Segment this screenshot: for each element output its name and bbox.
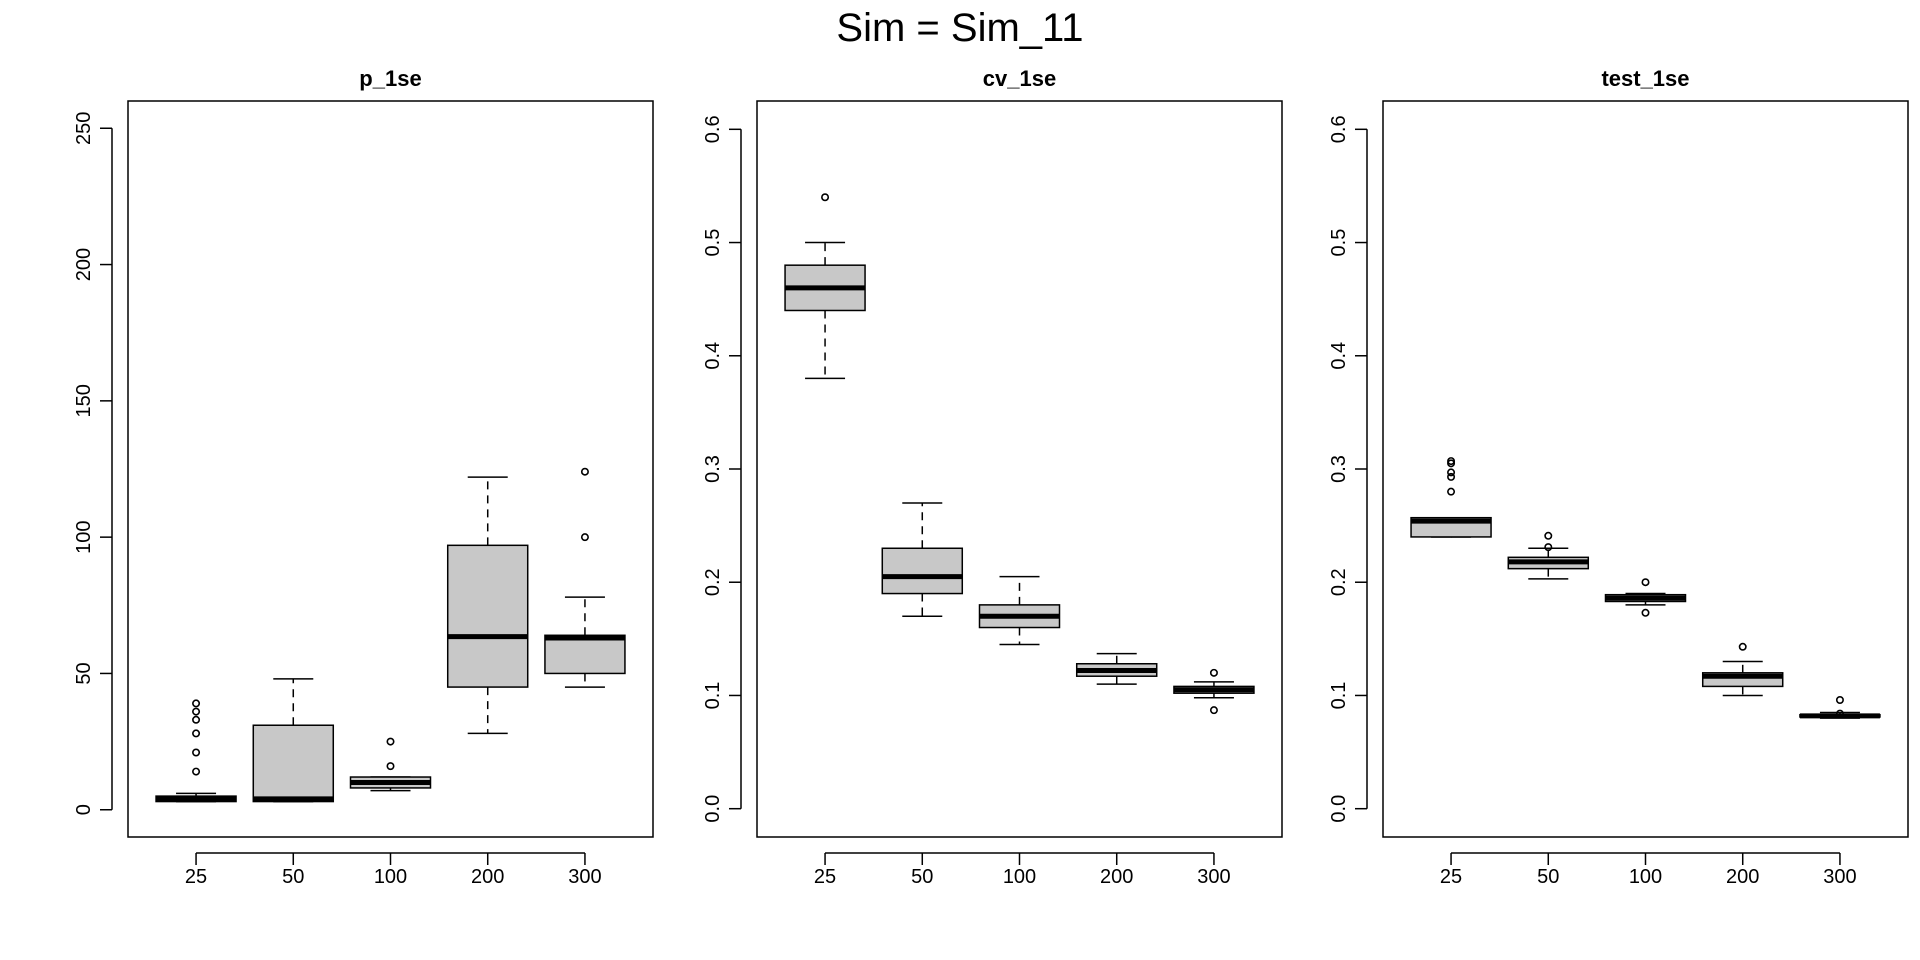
outlier-point [386,762,395,771]
y-tick-label: 0.4 [1328,342,1350,370]
y-tick-label: 0.3 [1328,455,1350,483]
x-tick-label: 200 [471,866,504,888]
panel-test-1se: test_1se 0.0 0.1 0.2 0.3 0.4 0.5 0.6 25 50 100 200 3… [1328,66,1909,888]
x-tick-label: 50 [282,866,304,888]
outlier-point [1209,706,1218,715]
y-tick-label: 0.0 [1328,795,1350,823]
x-tick-label: 200 [1100,866,1133,888]
y-tick-label: 150 [73,384,95,417]
y-tick-label: 200 [73,248,95,281]
x-tick-label: 50 [911,866,933,888]
outlier-point [1544,531,1553,540]
box-iqr [881,547,964,595]
outlier-point [1738,642,1747,651]
plot-frame [127,100,654,838]
x-tick-label: 100 [1629,866,1662,888]
outlier-point [1447,472,1456,481]
y-tick-label: 250 [73,112,95,145]
x-tick-label: 300 [1823,866,1856,888]
outlier-point [580,533,589,542]
x-tick-label: 50 [1537,866,1559,888]
box-iqr [446,544,529,688]
x-tick-label: 25 [185,866,207,888]
outlier-point [192,767,201,776]
panel-p-1se: p_1se 0 50 100 150 200 250 25 50 100 200 300 [73,66,654,888]
outlier-point [1835,709,1844,718]
x-tick-label: 25 [814,866,836,888]
x-tick-label: 100 [374,866,407,888]
x-tick-label: 25 [1440,866,1462,888]
outlier-point [1447,487,1456,496]
outlier-point [192,715,201,724]
y-tick-label: 0.0 [702,795,724,823]
outlier-point [1641,608,1650,617]
y-tick-label: 0.3 [702,455,724,483]
figure-title: Sim = Sim_11 [836,6,1084,50]
y-tick-label: 50 [73,662,95,684]
outlier-point [1641,578,1650,587]
outlier-point [821,193,830,202]
y-tick-label: 0.4 [702,342,724,370]
outlier-point [1835,695,1844,704]
box-iqr [544,634,626,675]
panel-cv-1se: cv_1se 0.0 0.1 0.2 0.3 0.4 0.5 0.6 25 50 100 200 300 [702,66,1283,888]
y-tick-label: 0.5 [702,229,724,257]
outlier-point [192,729,201,738]
y-tick-label: 0.5 [1328,229,1350,257]
outlier-point [192,699,201,708]
outlier-point [386,737,395,746]
y-tick-label: 0.2 [702,568,724,596]
y-tick-label: 0 [73,804,95,815]
x-tick-label: 200 [1726,866,1759,888]
outlier-point [192,748,201,757]
panel-title: cv_1se [983,66,1056,91]
plot-frame [1382,100,1909,838]
outlier-point [1447,457,1456,466]
x-tick-label: 300 [568,866,601,888]
y-tick-label: 0.6 [1328,115,1350,143]
outlier-point [1544,543,1553,552]
plot-frame [756,100,1283,838]
y-tick-label: 0.2 [1328,568,1350,596]
outlier-point [580,467,589,476]
outlier-point [192,707,201,716]
panel-title: p_1se [359,66,421,91]
y-tick-label: 0.1 [702,682,724,710]
box-iqr [252,724,335,803]
outlier-point [1447,468,1456,477]
panel-title: test_1se [1601,66,1689,91]
y-tick-label: 100 [73,520,95,553]
y-tick-label: 0.6 [702,115,724,143]
outlier-point [1209,668,1218,677]
y-tick-label: 0.1 [1328,682,1350,710]
x-tick-label: 300 [1197,866,1230,888]
x-tick-label: 100 [1003,866,1036,888]
